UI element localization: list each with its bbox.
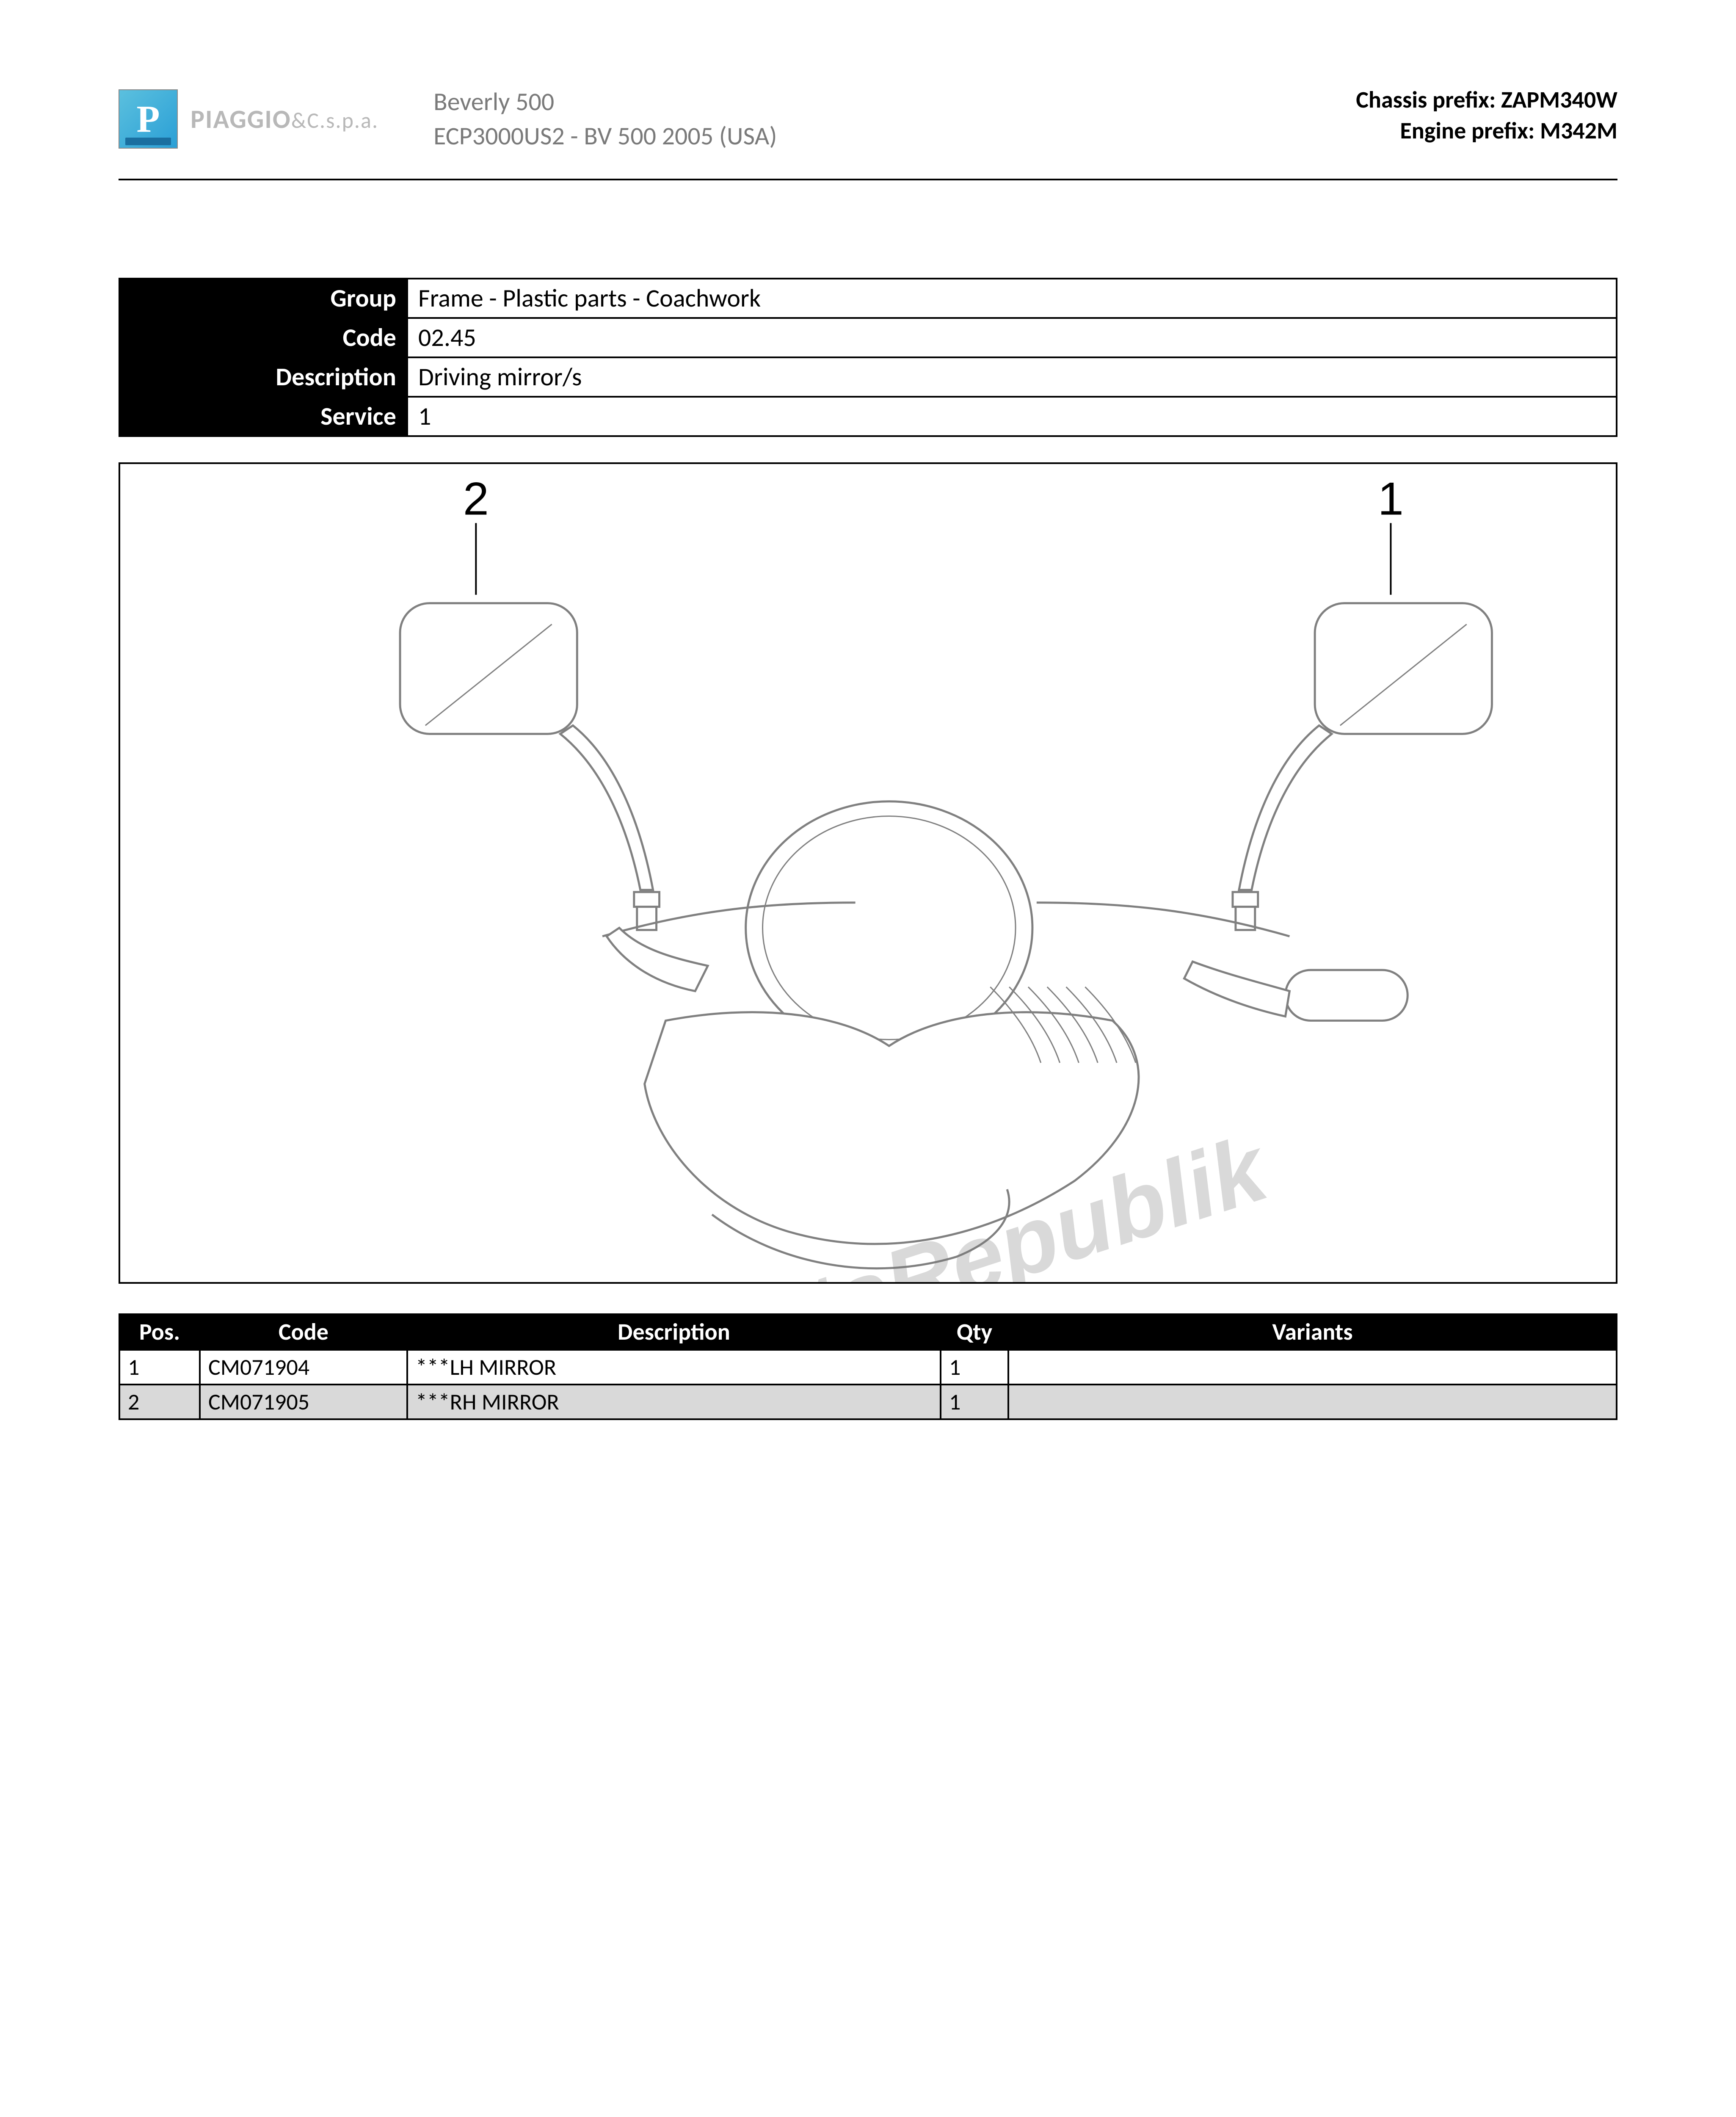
table-row: 2 CM071905 ***RH MIRROR 1 [119, 1385, 1617, 1419]
model-name: Beverly 500 [433, 85, 777, 119]
cell-pos: 2 [119, 1385, 200, 1419]
parts-col-header: Code [200, 1314, 407, 1350]
chassis-label: Chassis prefix: [1356, 86, 1496, 114]
info-label: Description [119, 357, 407, 397]
info-value: 02.45 [407, 318, 1617, 357]
info-label: Group [119, 279, 407, 318]
brand-text: PIAGGIO&C.s.p.a. [190, 103, 378, 135]
piaggio-logo-icon: P [119, 89, 178, 149]
cell-pos: 1 [119, 1350, 200, 1385]
info-label: Code [119, 318, 407, 357]
engine-prefix: Engine prefix: M342M [1356, 116, 1617, 146]
brand-suffix: &C.s.p.a. [291, 107, 378, 134]
parts-col-header: Description [407, 1314, 941, 1350]
brand-name: PIAGGIO [190, 103, 291, 135]
prefix-block: Chassis prefix: ZAPM340W Engine prefix: … [1356, 85, 1617, 146]
engine-value: M342M [1540, 116, 1617, 145]
info-value: 1 [407, 397, 1617, 436]
model-code: ECP3000US2 - BV 500 2005 (USA) [433, 119, 777, 153]
model-block: Beverly 500 ECP3000US2 - BV 500 2005 (US… [433, 85, 777, 153]
table-row: 1 CM071904 ***LH MIRROR 1 [119, 1350, 1617, 1385]
info-label: Service [119, 397, 407, 436]
chassis-prefix: Chassis prefix: ZAPM340W [1356, 85, 1617, 116]
cell-qty: 1 [941, 1350, 1008, 1385]
chassis-value: ZAPM340W [1501, 86, 1617, 114]
cell-desc: ***RH MIRROR [407, 1385, 941, 1419]
cell-code: CM071905 [200, 1385, 407, 1419]
page-header: P PIAGGIO&C.s.p.a. Beverly 500 ECP3000US… [119, 85, 1617, 180]
info-value: Driving mirror/s [407, 357, 1617, 397]
cell-desc: ***LH MIRROR [407, 1350, 941, 1385]
info-value: Frame - Plastic parts - Coachwork [407, 279, 1617, 318]
cell-variants [1008, 1350, 1617, 1385]
cell-variants [1008, 1385, 1617, 1419]
engine-label: Engine prefix: [1400, 116, 1535, 145]
parts-col-header: Qty [941, 1314, 1008, 1350]
parts-col-header: Pos. [119, 1314, 200, 1350]
diagram-svg: 21 [120, 464, 1616, 1282]
cell-qty: 1 [941, 1385, 1008, 1419]
parts-table: Pos.CodeDescriptionQtyVariants 1 CM07190… [119, 1313, 1617, 1420]
parts-col-header: Variants [1008, 1314, 1617, 1350]
svg-text:2: 2 [463, 473, 489, 525]
parts-diagram: 21 PartsRepublik [119, 462, 1617, 1284]
cell-code: CM071904 [200, 1350, 407, 1385]
svg-text:1: 1 [1378, 473, 1404, 525]
header-left: P PIAGGIO&C.s.p.a. Beverly 500 ECP3000US… [119, 85, 777, 153]
info-table: GroupFrame - Plastic parts - CoachworkCo… [119, 278, 1617, 437]
